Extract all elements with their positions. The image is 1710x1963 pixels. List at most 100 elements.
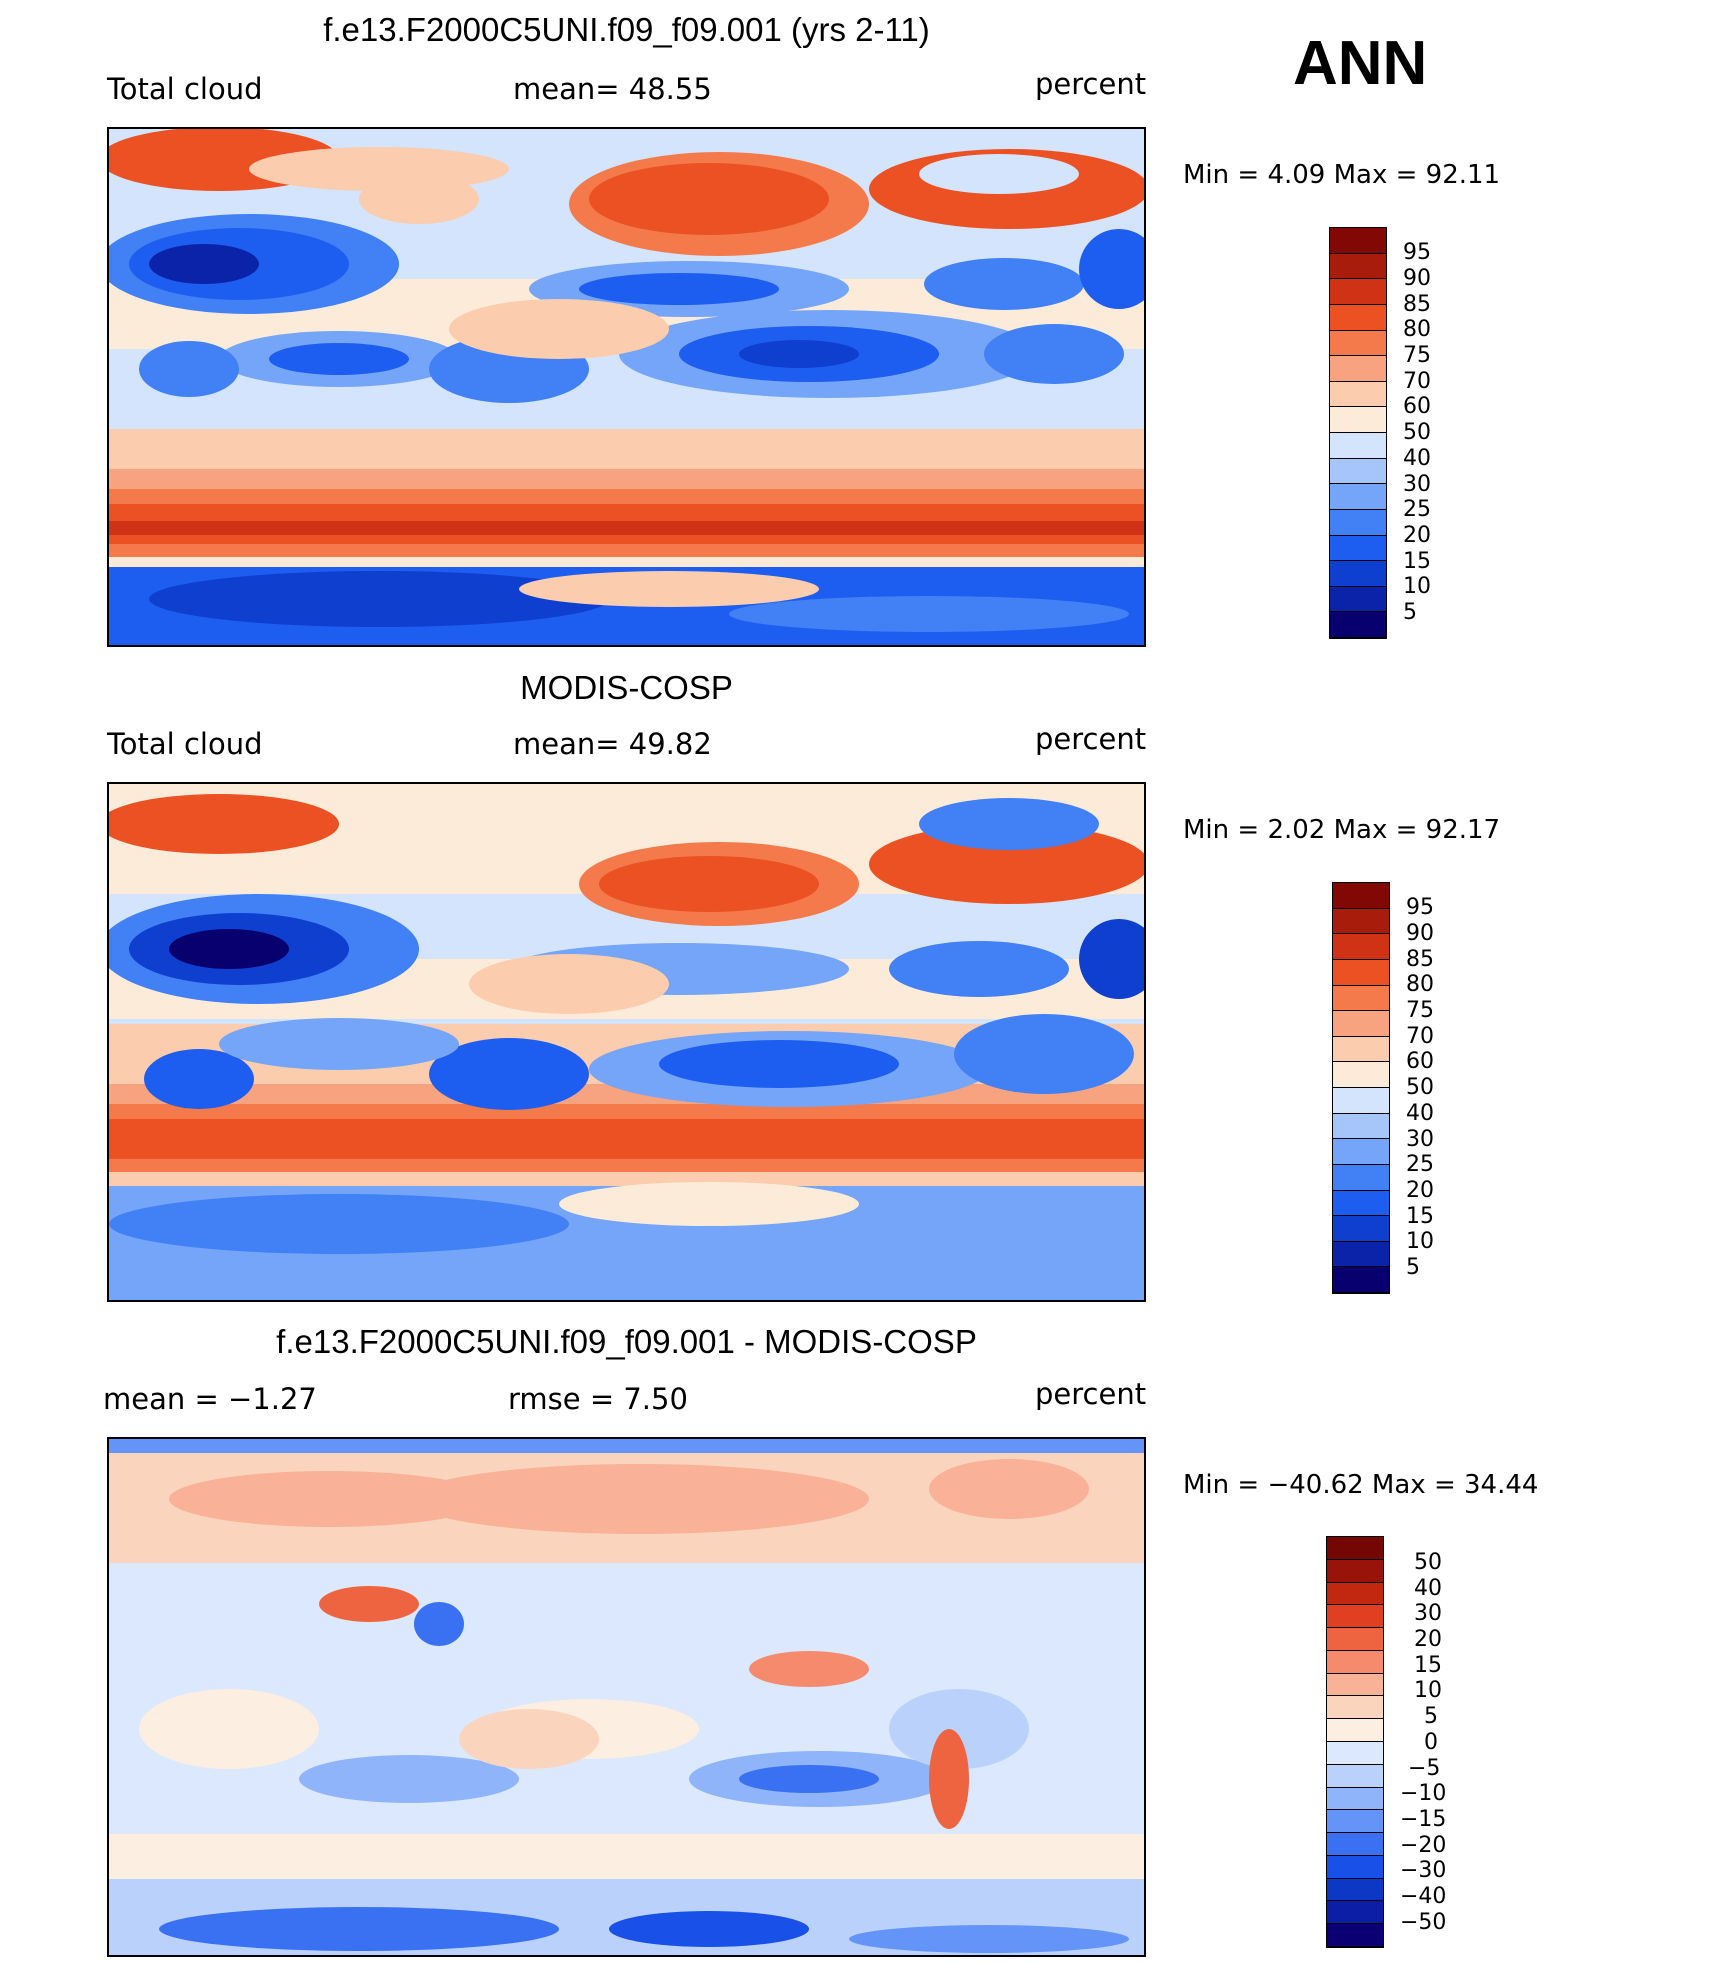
units-label-diff: percent bbox=[1035, 1377, 1147, 1411]
colorbar-tick: 5 bbox=[1424, 1704, 1438, 1729]
colorbar-swatch bbox=[1333, 1036, 1389, 1063]
colorbar-swatch bbox=[1330, 279, 1386, 305]
colorbar-swatch bbox=[1333, 1190, 1389, 1217]
colorbar-tick: 85 bbox=[1403, 292, 1431, 317]
colorbar-swatch bbox=[1330, 458, 1386, 485]
colorbar-swatch bbox=[1333, 1062, 1389, 1088]
colorbar-tick: −15 bbox=[1400, 1807, 1447, 1832]
season-label: ANN bbox=[1293, 29, 1428, 98]
colorbar-swatch bbox=[1333, 1267, 1389, 1293]
variable-label-model: Total cloud bbox=[107, 72, 263, 106]
panel-title-model: f.e13.F2000C5UNI.f09_f09.001 (yrs 2-11) bbox=[323, 11, 930, 48]
colorbar-swatch bbox=[1333, 1139, 1389, 1165]
colorbar-swatch bbox=[1327, 1924, 1383, 1947]
colorbar-tick: 20 bbox=[1406, 1178, 1434, 1203]
colorbar-swatch bbox=[1327, 1605, 1383, 1629]
colorbar-swatch bbox=[1330, 253, 1386, 280]
colorbar-tick: 85 bbox=[1406, 947, 1434, 972]
rmse-label-diff: rmse = 7.50 bbox=[508, 1382, 688, 1416]
colorbar-tick: −40 bbox=[1400, 1884, 1447, 1909]
colorbar-tick: 95 bbox=[1406, 895, 1434, 920]
colorbar-swatch bbox=[1327, 1901, 1383, 1925]
colorbar-tick: 40 bbox=[1403, 446, 1431, 471]
colorbar-tick: 70 bbox=[1406, 1024, 1434, 1049]
colorbar-model bbox=[1329, 227, 1387, 639]
colorbar-swatch bbox=[1333, 985, 1389, 1012]
colorbar-tick: 60 bbox=[1406, 1049, 1434, 1074]
colorbar-swatch bbox=[1327, 1810, 1383, 1834]
map-model bbox=[107, 127, 1146, 647]
colorbar-tick: 5 bbox=[1406, 1255, 1420, 1280]
colorbar-swatch bbox=[1333, 934, 1389, 960]
colorbar-tick: 10 bbox=[1403, 574, 1431, 599]
colorbar-swatch bbox=[1330, 612, 1386, 638]
colorbar-tick: 75 bbox=[1406, 998, 1434, 1023]
colorbar-tick: 40 bbox=[1414, 1576, 1442, 1601]
colorbar-swatch bbox=[1327, 1787, 1383, 1811]
colorbar-swatch bbox=[1330, 304, 1386, 331]
map-diff-field bbox=[109, 1439, 1144, 1955]
colorbar-tick: 30 bbox=[1403, 472, 1431, 497]
colorbar-swatch bbox=[1330, 535, 1386, 562]
panel-title-diff: f.e13.F2000C5UNI.f09_f09.001 - MODIS-COS… bbox=[276, 1323, 977, 1360]
colorbar-swatch bbox=[1327, 1696, 1383, 1720]
colorbar-swatch bbox=[1327, 1537, 1383, 1560]
colorbar-tick: 5 bbox=[1403, 600, 1417, 625]
colorbar-tick: 30 bbox=[1406, 1127, 1434, 1152]
colorbar-swatch bbox=[1333, 1164, 1389, 1191]
map-model-field bbox=[109, 129, 1144, 645]
colorbar-swatch bbox=[1333, 1113, 1389, 1140]
map-obs-field bbox=[109, 784, 1144, 1300]
colorbar-swatch bbox=[1330, 433, 1386, 459]
colorbar-swatch bbox=[1327, 1628, 1383, 1651]
mean-label-model: mean= 48.55 bbox=[513, 72, 712, 106]
panel-title-obs: MODIS-COSP bbox=[520, 669, 733, 706]
colorbar-swatch bbox=[1333, 908, 1389, 935]
colorbar-tick: 25 bbox=[1403, 497, 1431, 522]
colorbar-tick: 15 bbox=[1406, 1204, 1434, 1229]
colorbar-swatch bbox=[1327, 1878, 1383, 1902]
mean-label-diff: mean = −1.27 bbox=[103, 1382, 317, 1416]
colorbar-swatch bbox=[1333, 959, 1389, 986]
colorbar-swatch bbox=[1327, 1582, 1383, 1606]
min-max-diff: Min = −40.62 Max = 34.44 bbox=[1183, 1470, 1539, 1500]
colorbar-swatch bbox=[1327, 1855, 1383, 1879]
colorbar-tick: 75 bbox=[1403, 343, 1431, 368]
colorbar-tick: 50 bbox=[1414, 1550, 1442, 1575]
colorbar-tick: 80 bbox=[1403, 317, 1431, 342]
colorbar-tick: −50 bbox=[1400, 1910, 1447, 1935]
colorbar-obs bbox=[1332, 882, 1390, 1294]
colorbar-tick: 30 bbox=[1414, 1601, 1442, 1626]
colorbar-swatch bbox=[1330, 484, 1386, 510]
units-label-obs: percent bbox=[1035, 722, 1147, 756]
colorbar-tick: 90 bbox=[1406, 921, 1434, 946]
colorbar-swatch bbox=[1333, 1241, 1389, 1268]
colorbar-tick: 10 bbox=[1406, 1229, 1434, 1254]
mean-label-obs: mean= 49.82 bbox=[513, 727, 712, 761]
colorbar-tick: 15 bbox=[1414, 1653, 1442, 1678]
colorbar-tick: 70 bbox=[1403, 369, 1431, 394]
colorbar-tick: 95 bbox=[1403, 240, 1431, 265]
colorbar-swatch bbox=[1327, 1764, 1383, 1788]
colorbar-tick: 40 bbox=[1406, 1101, 1434, 1126]
colorbar-swatch bbox=[1330, 586, 1386, 613]
colorbar-swatch bbox=[1330, 330, 1386, 357]
colorbar-swatch bbox=[1327, 1742, 1383, 1765]
colorbar-tick: −20 bbox=[1400, 1833, 1447, 1858]
colorbar-tick: 50 bbox=[1403, 420, 1431, 445]
colorbar-swatch bbox=[1330, 356, 1386, 382]
colorbar-swatch bbox=[1327, 1833, 1383, 1856]
colorbar-swatch bbox=[1333, 1216, 1389, 1242]
colorbar-tick: 10 bbox=[1414, 1678, 1442, 1703]
colorbar-tick: 15 bbox=[1403, 549, 1431, 574]
colorbar-tick: 25 bbox=[1406, 1152, 1434, 1177]
colorbar-swatch bbox=[1327, 1559, 1383, 1583]
colorbar-swatch bbox=[1327, 1673, 1383, 1697]
colorbar-swatch bbox=[1327, 1650, 1383, 1674]
colorbar-tick: 50 bbox=[1406, 1075, 1434, 1100]
colorbar-swatch bbox=[1330, 509, 1386, 536]
colorbar-swatch bbox=[1330, 561, 1386, 587]
colorbar-tick: 60 bbox=[1403, 394, 1431, 419]
min-max-obs: Min = 2.02 Max = 92.17 bbox=[1183, 815, 1501, 845]
map-diff bbox=[107, 1437, 1146, 1957]
